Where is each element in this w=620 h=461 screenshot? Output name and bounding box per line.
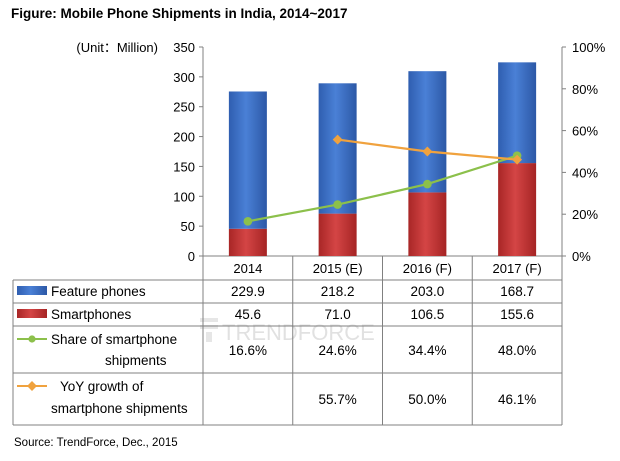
legend-label-share: Share of smartphoneshipments [51,332,177,368]
legend-key-share-marker [28,335,35,342]
y-left-tick-label: 100 [173,189,195,204]
table-value-cell: 48.0% [498,343,536,358]
watermark-mark-3 [206,332,212,342]
share-line [248,156,517,222]
table-value-cell: 46.1% [498,392,536,407]
legend-key-feature-phones [17,286,47,295]
y-left-tick-label: 0 [188,249,195,264]
source-note: Source: TrendForce, Dec., 2015 [14,437,178,449]
feature-phones-bar [229,91,267,228]
x-category-label: 2015 (E) [313,261,363,276]
y-right-tick-label: 0% [572,249,591,264]
table-value-cell: 218.2 [321,284,355,299]
table-value-cell: 71.0 [324,307,350,322]
legend-key-smartphones [17,309,47,318]
legend-label-smartphones: Smartphones [51,307,132,322]
table-value-cell: 55.7% [318,392,356,407]
feature-phones-bar [319,83,357,213]
share-point [333,200,342,209]
table-value-cell: 45.6 [235,307,261,322]
x-category-label: 2017 (F) [493,261,542,276]
legend-key-yoy-marker [27,381,37,391]
y-right-tick-label: 20% [572,207,598,222]
table-value-cell: 229.9 [231,284,265,299]
y-right-tick-label: 60% [572,124,598,139]
smartphones-bar [229,229,267,256]
y-right-tick-label: 40% [572,165,598,180]
y-right-tick-label: 80% [572,82,598,97]
table-value-cell: 203.0 [410,284,444,299]
y-left-tick-label: 200 [173,130,195,145]
table-value-cell: 50.0% [408,392,446,407]
watermark-text: TRENDFORCE [222,320,375,345]
smartphones-bar [319,214,357,256]
x-category-label: 2016 (F) [403,261,452,276]
table-value-cell: 24.6% [318,343,356,358]
y-left-tick-label: 350 [173,40,195,55]
table-value-cell: 16.6% [229,343,267,358]
share-point [244,217,253,226]
table-value-cell: 34.4% [408,343,446,358]
feature-phones-bar [408,71,446,192]
y-left-tick-label: 300 [173,70,195,85]
table-value-cell: 106.5 [410,307,444,322]
y-left-tick-label: 50 [181,219,195,234]
y-left-tick-label: 150 [173,159,195,174]
x-category-label: 2014 [233,261,262,276]
legend-label-yoy: YoY growth ofsmartphone shipments [51,379,188,416]
table-value-cell: 155.6 [500,307,534,322]
y-left-tick-label: 250 [173,100,195,115]
feature-phones-bar [498,62,536,163]
unit-label: (Unit：Million) [76,40,158,55]
smartphones-bar [498,163,536,256]
table-value-cell: 168.7 [500,284,534,299]
legend-label-feature-phones: Feature phones [51,284,146,299]
smartphones-bar [408,192,446,256]
y-right-tick-label: 100% [572,40,606,55]
plot-area: 0 50 100 150 200 250 300 350 (Unit：Million) 0% 20%… [76,40,605,276]
share-point [423,180,432,189]
trendforce-watermark: TRENDFORCE [200,318,375,345]
